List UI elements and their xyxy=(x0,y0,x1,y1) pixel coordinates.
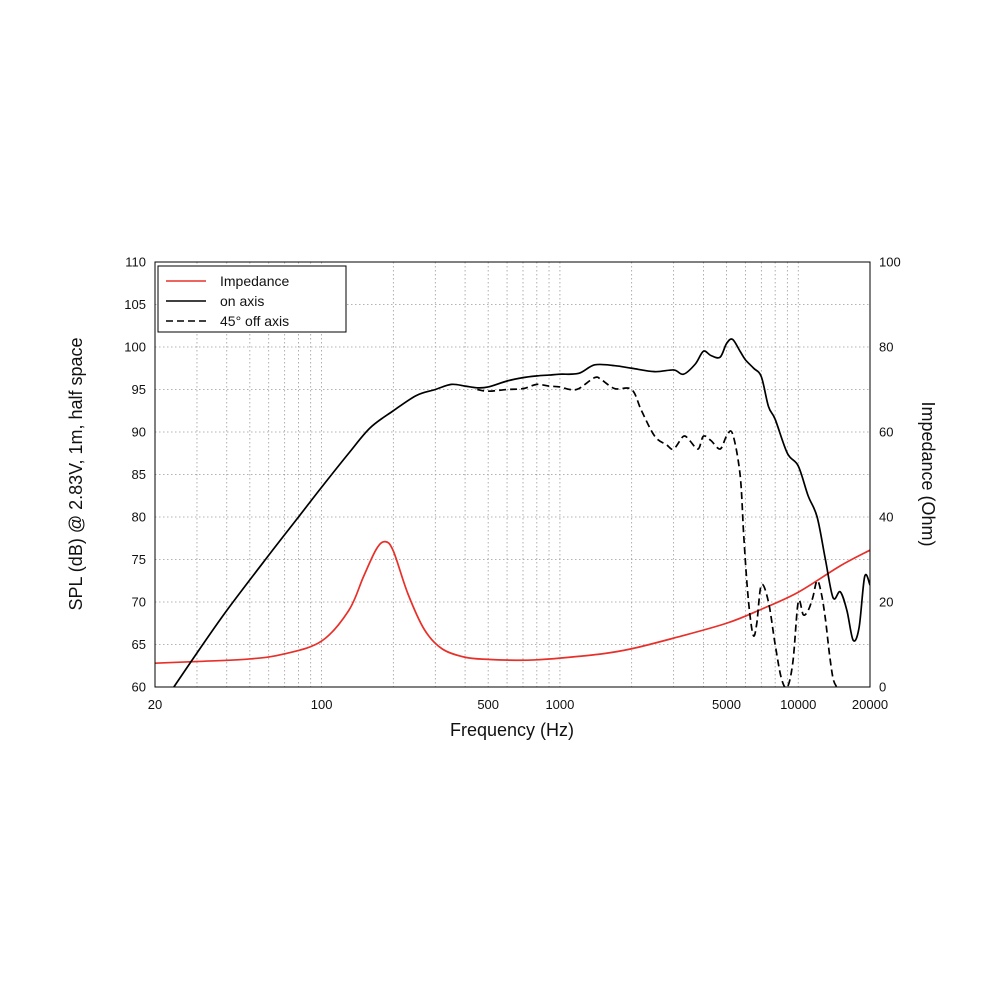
on-axis-curve xyxy=(173,338,870,687)
x-tick-label: 5000 xyxy=(712,697,741,712)
right-axis-title: Impedance (Ohm) xyxy=(918,401,938,546)
left-tick-label: 70 xyxy=(132,595,146,610)
x-tick-label: 1000 xyxy=(545,697,574,712)
left-tick-label: 80 xyxy=(132,510,146,525)
right-tick-label: 100 xyxy=(879,255,901,270)
left-tick-label: 100 xyxy=(124,340,146,355)
left-axis-ticks: 60 65 70 75 80 85 90 95 100 105 110 xyxy=(124,255,146,695)
right-tick-label: 40 xyxy=(879,510,893,525)
impedance-curve xyxy=(155,540,870,665)
x-tick-label: 100 xyxy=(311,697,333,712)
legend-label-impedance: Impedance xyxy=(220,273,289,289)
x-tick-label: 20 xyxy=(148,697,162,712)
x-axis-ticks: 20 100 500 1000 5000 10000 20000 xyxy=(148,697,888,712)
legend-label-on-axis: on axis xyxy=(220,293,264,309)
right-axis-ticks: 0 20 40 60 80 100 xyxy=(879,255,901,695)
right-tick-label: 20 xyxy=(879,595,893,610)
left-tick-label: 65 xyxy=(132,637,146,652)
legend: Impedance on axis 45° off axis xyxy=(157,265,347,333)
right-tick-label: 60 xyxy=(879,425,893,440)
x-axis-title: Frequency (Hz) xyxy=(450,720,574,740)
left-tick-label: 90 xyxy=(132,425,146,440)
grid-lines xyxy=(155,262,870,687)
off-axis-45-curve xyxy=(477,376,838,687)
left-tick-label: 105 xyxy=(124,297,146,312)
left-tick-label: 60 xyxy=(132,680,146,695)
x-tick-label: 10000 xyxy=(780,697,816,712)
left-axis-title: SPL (dB) @ 2.83V, 1m, half space xyxy=(66,337,86,610)
x-tick-label: 500 xyxy=(477,697,499,712)
right-tick-label: 0 xyxy=(879,680,886,695)
series-lines xyxy=(155,338,870,687)
plot-frame xyxy=(154,261,871,688)
left-tick-label: 110 xyxy=(125,255,146,270)
left-tick-label: 75 xyxy=(132,552,146,567)
right-tick-label: 80 xyxy=(879,340,893,355)
x-tick-label: 20000 xyxy=(852,697,888,712)
legend-label-45-off-axis: 45° off axis xyxy=(220,313,289,329)
left-tick-label: 95 xyxy=(132,382,146,397)
left-tick-label: 85 xyxy=(132,467,146,482)
